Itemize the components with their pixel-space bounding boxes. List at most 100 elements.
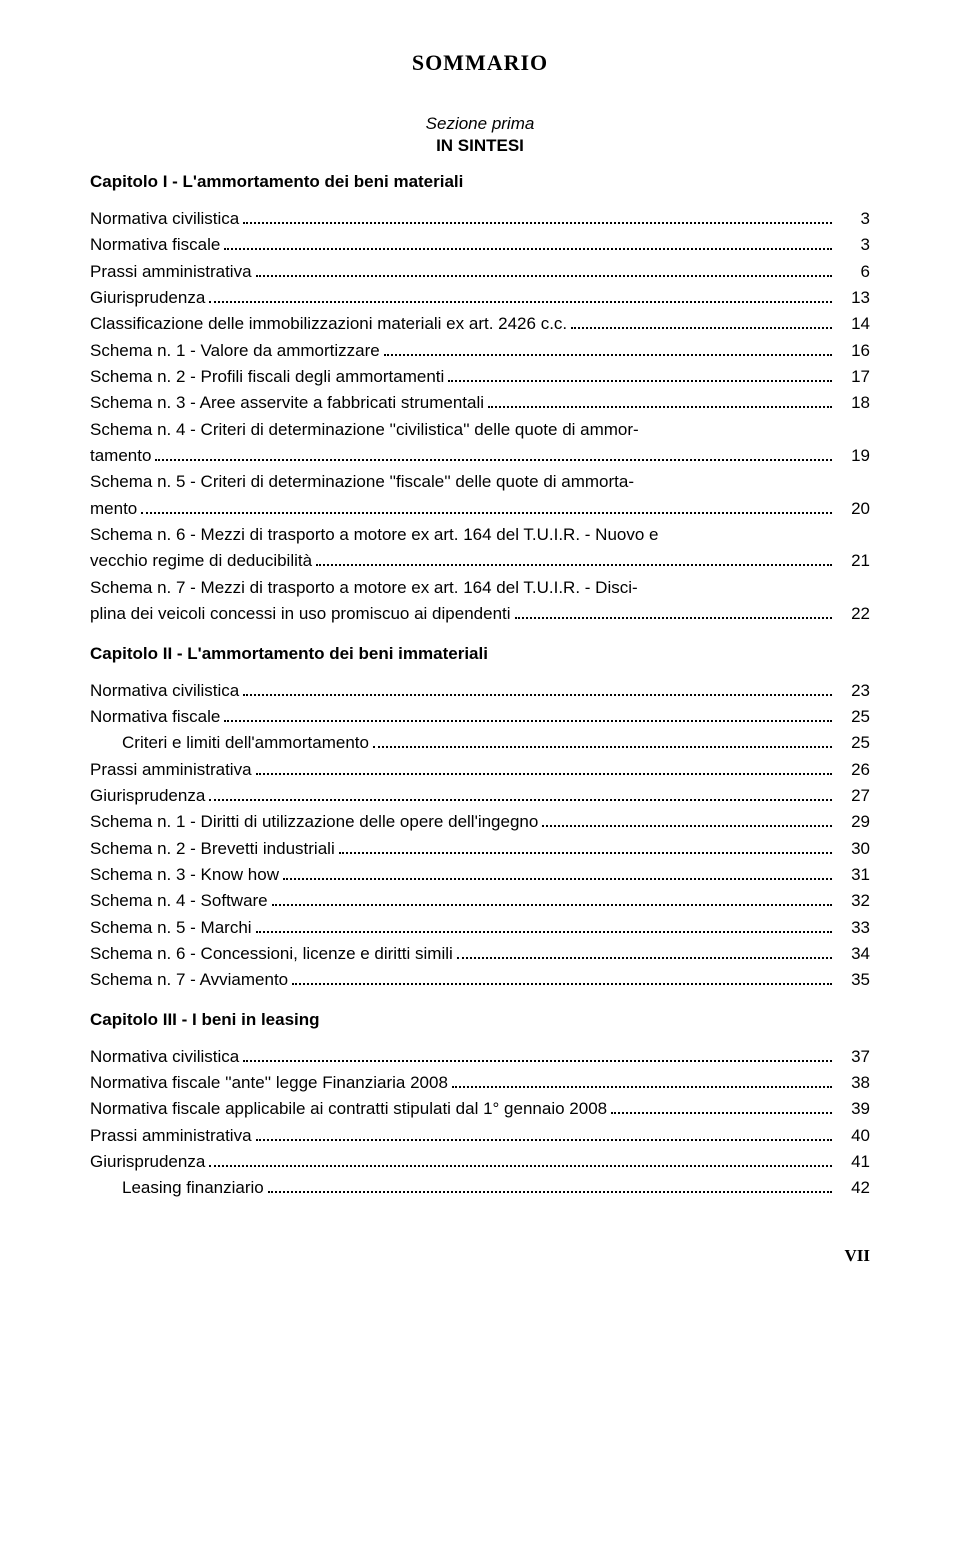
toc-entry-text: Normativa civilistica (90, 1044, 239, 1070)
toc-entry-page: 25 (836, 704, 870, 730)
toc-entry-page: 14 (836, 311, 870, 337)
toc-entry-text: Normativa fiscale ''ante'' legge Finanzi… (90, 1070, 448, 1096)
toc-block: Normativa civilistica 37 Normativa fiscale… (90, 1044, 870, 1202)
toc-leader (243, 694, 832, 696)
toc-entry: Prassi amministrativa 26 (90, 757, 870, 783)
toc-leader (224, 720, 832, 722)
toc-entry-page: 19 (836, 443, 870, 469)
chapter-title: Capitolo II - L'ammortamento dei beni im… (90, 644, 870, 664)
toc-entry-text: Normativa fiscale applicabile ai contrat… (90, 1096, 607, 1122)
toc-leader (384, 354, 832, 356)
toc-entry-page: 25 (836, 730, 870, 756)
toc-entry-page: 37 (836, 1044, 870, 1070)
toc-entry: Normativa civilistica23 (90, 678, 870, 704)
toc-leader (209, 799, 832, 801)
toc-leader (256, 773, 832, 775)
toc-leader (243, 1060, 832, 1062)
chapter-title: Capitolo III - I beni in leasing (90, 1010, 870, 1030)
toc-leader (256, 931, 832, 933)
toc-entry: Schema n. 1 - Diritti di utilizzazione d… (90, 809, 870, 835)
toc-entry: Normativa fiscale ''ante'' legge Finanzi… (90, 1070, 870, 1096)
toc-leader (272, 904, 832, 906)
toc-leader (256, 1139, 832, 1141)
toc-entry: Normativa civilistica 3 (90, 206, 870, 232)
section-sublabel: IN SINTESI (90, 136, 870, 156)
toc-leader (268, 1191, 832, 1193)
toc-entry: Schema n. 4 - Software32 (90, 888, 870, 914)
toc-leader (224, 248, 832, 250)
toc-entry-text: Leasing finanziario (90, 1175, 264, 1201)
toc-entry-page: 34 (836, 941, 870, 967)
toc-entry-text: Giurisprudenza (90, 783, 205, 809)
toc-entry-page: 20 (836, 496, 870, 522)
toc-entry-page: 40 (836, 1123, 870, 1149)
toc-entry-page: 3 (836, 206, 870, 232)
toc-entry-page: 16 (836, 338, 870, 364)
toc-entry: Normativa fiscale25 (90, 704, 870, 730)
toc-entry-page: 13 (836, 285, 870, 311)
toc-entry-text: Giurisprudenza (90, 1149, 205, 1175)
toc-entry-text: Schema n. 6 - Concessioni, licenze e dir… (90, 941, 453, 967)
toc-entry-text: plina dei veicoli concessi in uso promis… (90, 601, 511, 627)
toc-entry-page: 29 (836, 809, 870, 835)
toc-entry-page: 31 (836, 862, 870, 888)
toc-entry: vecchio regime di deducibilità21 (90, 548, 870, 574)
toc-entry-text: Classificazione delle immobilizzazioni m… (90, 311, 567, 337)
toc-entry: Giurisprudenza41 (90, 1149, 870, 1175)
toc-entry: Schema n. 3 - Aree asservite a fabbricat… (90, 390, 870, 416)
toc-entry: Schema n. 5 - Marchi 33 (90, 915, 870, 941)
toc-entry-continuation: Schema n. 7 - Mezzi di trasporto a motor… (90, 575, 870, 601)
toc-entry-text: Schema n. 1 - Diritti di utilizzazione d… (90, 809, 538, 835)
toc-leader (611, 1112, 832, 1114)
toc-entry: Normativa civilistica 37 (90, 1044, 870, 1070)
toc-leader (209, 301, 832, 303)
toc-entry-continuation: Schema n. 6 - Mezzi di trasporto a motor… (90, 522, 870, 548)
toc-leader (316, 564, 832, 566)
toc-entry: mento 20 (90, 496, 870, 522)
toc-entry-text: Schema n. 5 - Marchi (90, 915, 252, 941)
toc-entry-page: 30 (836, 836, 870, 862)
toc-leader (542, 825, 832, 827)
toc-leader (155, 459, 832, 461)
section-label: Sezione prima (90, 114, 870, 134)
toc-entry-page: 42 (836, 1175, 870, 1201)
toc-entry-page: 26 (836, 757, 870, 783)
toc-entry-text: Normativa civilistica (90, 206, 239, 232)
toc-entry: plina dei veicoli concessi in uso promis… (90, 601, 870, 627)
toc-leader (452, 1086, 832, 1088)
toc-leader (448, 380, 832, 382)
toc-entry-page: 17 (836, 364, 870, 390)
toc-entry-continuation: Schema n. 4 - Criteri di determinazione … (90, 417, 870, 443)
toc-leader (488, 406, 832, 408)
toc-entry-text: Schema n. 4 - Software (90, 888, 268, 914)
toc-entry: Schema n. 2 - Brevetti industriali30 (90, 836, 870, 862)
toc-leader (243, 222, 832, 224)
toc-entry-text: Normativa fiscale (90, 232, 220, 258)
toc-leader (209, 1165, 832, 1167)
toc-leader (373, 746, 832, 748)
toc-entry-page: 6 (836, 259, 870, 285)
toc-entry: Schema n. 7 - Avviamento35 (90, 967, 870, 993)
toc-entry-text: mento (90, 496, 137, 522)
document-title: SOMMARIO (90, 50, 870, 76)
toc-entry-page: 22 (836, 601, 870, 627)
toc-entry-text: Prassi amministrativa (90, 757, 252, 783)
toc-entry-page: 27 (836, 783, 870, 809)
toc-leader (292, 983, 832, 985)
toc-entry-continuation: Schema n. 5 - Criteri di determinazione … (90, 469, 870, 495)
toc-entry: Schema n. 6 - Concessioni, licenze e dir… (90, 941, 870, 967)
toc-entry-page: 33 (836, 915, 870, 941)
toc-entry-text: Schema n. 1 - Valore da ammortizzare (90, 338, 380, 364)
toc-block: Normativa civilistica 3Normativa fiscale 3… (90, 206, 870, 628)
toc-entry: tamento 19 (90, 443, 870, 469)
chapter-title: Capitolo I - L'ammortamento dei beni mat… (90, 172, 870, 192)
toc-entry: Giurisprudenza 27 (90, 783, 870, 809)
toc-leader (141, 512, 832, 514)
toc-leader (515, 617, 832, 619)
toc-leader (457, 957, 832, 959)
toc-entry-text: tamento (90, 443, 151, 469)
toc-leader (256, 275, 832, 277)
toc-entry-text: vecchio regime di deducibilità (90, 548, 312, 574)
toc-entry-text: Schema n. 7 - Avviamento (90, 967, 288, 993)
toc-entry: Criteri e limiti dell'ammortamento25 (90, 730, 870, 756)
